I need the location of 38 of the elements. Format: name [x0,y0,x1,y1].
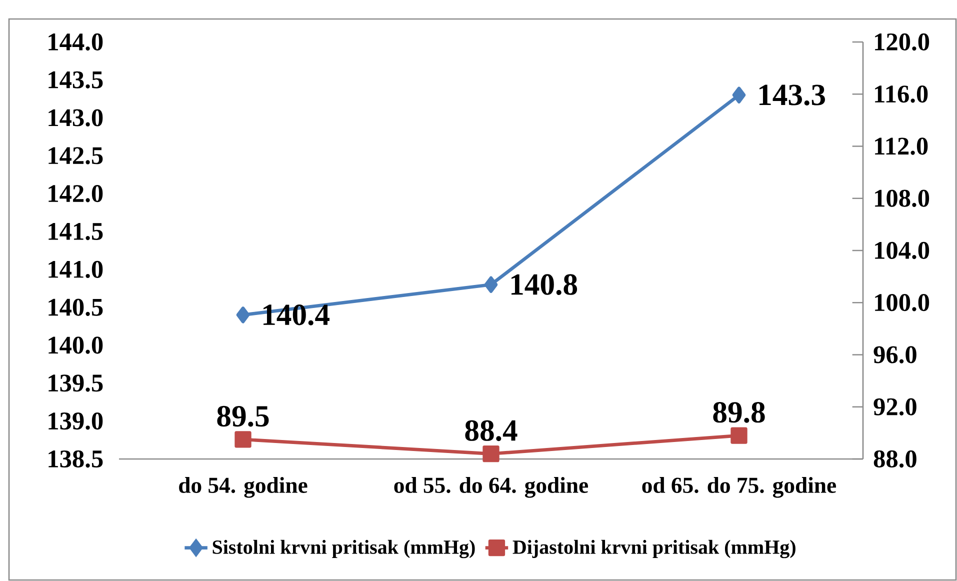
legend-label: Sistolni krvni pritisak (mmHg) [212,540,475,558]
y2-tick-label: 88.0 [874,450,916,468]
y-tick-label: 141.0 [48,260,103,278]
data-label: 89.8 [713,402,765,423]
point [236,306,250,324]
y2-tick-label: 96.0 [874,346,916,364]
y-tick-label: 139.0 [48,412,103,430]
data-label: 140.8 [511,274,578,296]
legend-label: Dijastolni krvni pritisak (mmHg) [512,540,796,558]
y2-tick-label: 100.0 [875,294,930,312]
data-label: 143.3 [759,84,825,106]
x-tick-label: od 65. do 75. godine [642,477,836,498]
x-tick-label: do 54. godine [179,477,308,498]
y-tick-label: 141.5 [48,223,103,240]
y2-tick-label: 120.0 [875,33,930,51]
y-tick-label: 142.5 [48,147,103,164]
y-tick-label: 143.5 [48,71,103,88]
y-tick-label: 143.0 [48,109,103,126]
y2-tick-label: 92.0 [874,398,916,416]
point [482,445,500,462]
y2-tick-label: 116.0 [875,86,928,103]
point [732,86,746,104]
y-tick-label: 140.0 [48,336,103,354]
x-tick-label: od 55. do 64. godine [394,477,588,498]
y-tick-label: 144.0 [48,33,103,51]
y-tick-label: 138.5 [48,450,103,468]
y2-tick-label: 104.0 [875,242,930,260]
data-label: 140.4 [263,304,330,326]
point [730,427,748,444]
point [484,276,498,293]
point [234,431,252,448]
data-label: 88.4 [465,420,518,442]
y-tick-label: 140.5 [48,298,103,316]
y-tick-label: 142.0 [48,185,103,202]
y2-tick-label: 112.0 [875,138,928,155]
data-label: 89.5 [217,406,269,427]
y2-tick-label: 108.0 [875,190,930,207]
y-tick-label: 139.5 [48,374,103,392]
